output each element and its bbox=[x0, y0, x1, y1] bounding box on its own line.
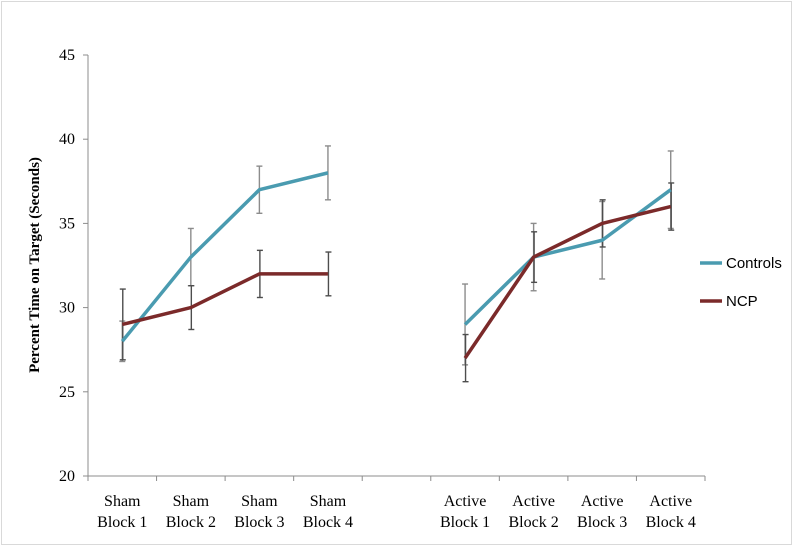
x-tick-label: Active bbox=[649, 493, 692, 510]
x-tick-label: Block 2 bbox=[509, 514, 559, 531]
y-tick-label: 45 bbox=[59, 47, 75, 64]
x-tick-labels: Sham Block 1 Sham Block 2 Sham Block 3 Sham Blo… bbox=[97, 493, 696, 531]
x-tick-label: Sham bbox=[173, 493, 210, 510]
x-tick-label: Block 4 bbox=[303, 514, 353, 531]
x-tick-label: Active bbox=[581, 493, 624, 510]
x-tick-label: Block 1 bbox=[97, 514, 147, 531]
x-tick-label: Active bbox=[444, 493, 487, 510]
x-tick-label: Block 4 bbox=[646, 514, 696, 531]
legend-label: Controls bbox=[726, 255, 782, 272]
x-tick-label: Active bbox=[512, 493, 555, 510]
series-line-ncp bbox=[121, 272, 328, 327]
series-line-controls bbox=[120, 171, 329, 343]
y-tick-label: 40 bbox=[59, 131, 75, 148]
y-tick-label: 25 bbox=[59, 384, 75, 401]
x-tick-label: Block 3 bbox=[234, 514, 284, 531]
x-tick-label: Sham bbox=[241, 493, 278, 510]
y-axis-label: Percent Time on Target (Seconds) bbox=[27, 157, 43, 373]
x-tick-label: Block 1 bbox=[440, 514, 490, 531]
x-tick-label: Block 2 bbox=[166, 514, 216, 531]
y-tick-label: 20 bbox=[59, 468, 75, 485]
y-tick-label: 30 bbox=[59, 300, 75, 317]
error-bars bbox=[119, 145, 675, 383]
legend: Controls NCP bbox=[700, 255, 782, 310]
legend-label: NCP bbox=[726, 293, 758, 310]
series-line-ncp bbox=[463, 204, 672, 360]
y-tick-labels: 20 25 30 35 40 45 bbox=[59, 47, 75, 485]
x-tick-label: Sham bbox=[104, 493, 141, 510]
y-tick-label: 35 bbox=[59, 215, 75, 232]
axes bbox=[83, 54, 706, 481]
x-tick-label: Sham bbox=[310, 493, 347, 510]
series-line-controls bbox=[463, 188, 672, 326]
series-lines bbox=[120, 171, 672, 360]
x-tick-label: Block 3 bbox=[577, 514, 627, 531]
